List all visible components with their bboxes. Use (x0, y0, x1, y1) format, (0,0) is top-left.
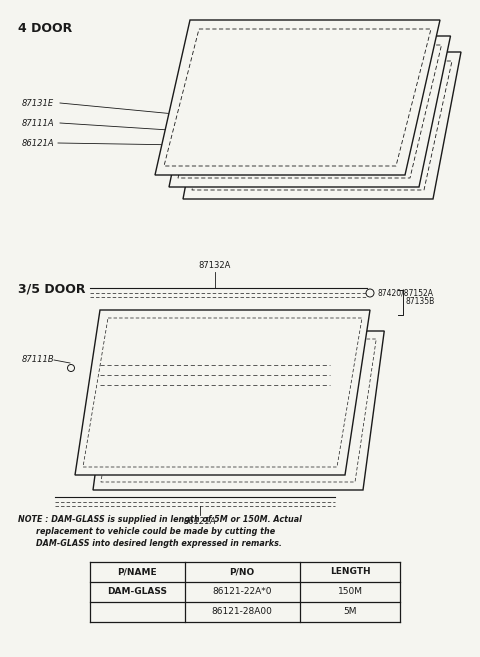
Text: 87132A: 87132A (199, 261, 231, 270)
Text: 4 DOOR: 4 DOOR (18, 22, 72, 35)
Text: 87135B: 87135B (406, 298, 435, 307)
Polygon shape (169, 36, 451, 187)
Text: DAM-GLASS into desired length expressed in remarks.: DAM-GLASS into desired length expressed … (36, 539, 282, 548)
Text: 5M: 5M (343, 608, 357, 616)
Text: P/NAME: P/NAME (117, 568, 157, 576)
Text: 86121-22A*0: 86121-22A*0 (212, 587, 272, 597)
Text: 87111A: 87111A (22, 118, 55, 127)
Text: replacement to vehicle could be made by cutting the: replacement to vehicle could be made by … (36, 527, 275, 536)
Text: 87111B: 87111B (22, 355, 55, 365)
Text: 86121A: 86121A (184, 517, 216, 526)
Text: 150M: 150M (337, 587, 362, 597)
Text: NOTE : DAM-GLASS is supplied in length of 5M or 150M. Actual: NOTE : DAM-GLASS is supplied in length o… (18, 515, 302, 524)
Text: 86121A: 86121A (186, 407, 224, 417)
Text: DAM-GLASS: DAM-GLASS (107, 587, 167, 597)
Polygon shape (75, 310, 370, 475)
Text: LENGTH: LENGTH (330, 568, 370, 576)
Polygon shape (93, 331, 384, 490)
Text: P/NO: P/NO (229, 568, 254, 576)
Text: 87420/87152A: 87420/87152A (378, 288, 434, 298)
Text: 87131E: 87131E (22, 99, 54, 108)
Polygon shape (155, 20, 440, 175)
Polygon shape (183, 52, 461, 199)
Text: 86121-28A00: 86121-28A00 (212, 608, 273, 616)
Text: 86121A: 86121A (22, 139, 55, 148)
Text: 3/5 DOOR: 3/5 DOOR (18, 282, 85, 295)
